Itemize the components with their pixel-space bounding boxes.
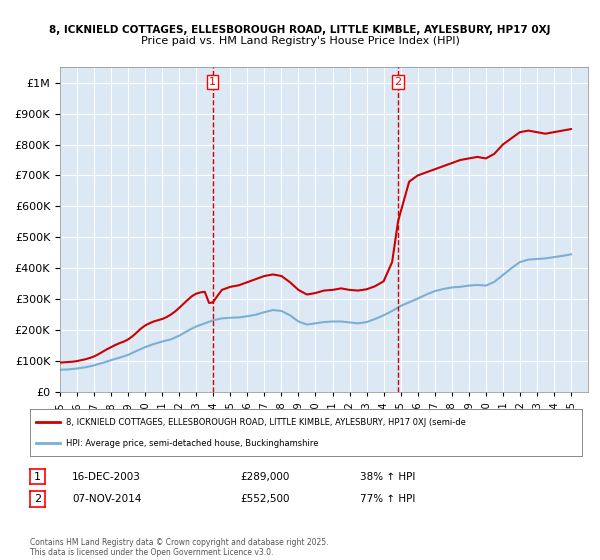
Text: 8, ICKNIELD COTTAGES, ELLESBOROUGH ROAD, LITTLE KIMBLE, AYLESBURY, HP17 0XJ (sem: 8, ICKNIELD COTTAGES, ELLESBOROUGH ROAD,… bbox=[66, 418, 466, 427]
Text: £289,000: £289,000 bbox=[240, 472, 289, 482]
Text: 16-DEC-2003: 16-DEC-2003 bbox=[72, 472, 141, 482]
Text: Contains HM Land Registry data © Crown copyright and database right 2025.
This d: Contains HM Land Registry data © Crown c… bbox=[30, 538, 329, 557]
Text: 2: 2 bbox=[395, 77, 401, 87]
Text: £552,500: £552,500 bbox=[240, 494, 290, 504]
Text: 1: 1 bbox=[209, 77, 216, 87]
Text: 77% ↑ HPI: 77% ↑ HPI bbox=[360, 494, 415, 504]
Text: 07-NOV-2014: 07-NOV-2014 bbox=[72, 494, 142, 504]
Text: 2: 2 bbox=[34, 494, 41, 504]
Text: 8, ICKNIELD COTTAGES, ELLESBOROUGH ROAD, LITTLE KIMBLE, AYLESBURY, HP17 0XJ: 8, ICKNIELD COTTAGES, ELLESBOROUGH ROAD,… bbox=[49, 25, 551, 35]
Text: Price paid vs. HM Land Registry's House Price Index (HPI): Price paid vs. HM Land Registry's House … bbox=[140, 36, 460, 46]
Text: 1: 1 bbox=[34, 472, 41, 482]
Text: HPI: Average price, semi-detached house, Buckinghamshire: HPI: Average price, semi-detached house,… bbox=[66, 438, 319, 447]
Text: 38% ↑ HPI: 38% ↑ HPI bbox=[360, 472, 415, 482]
